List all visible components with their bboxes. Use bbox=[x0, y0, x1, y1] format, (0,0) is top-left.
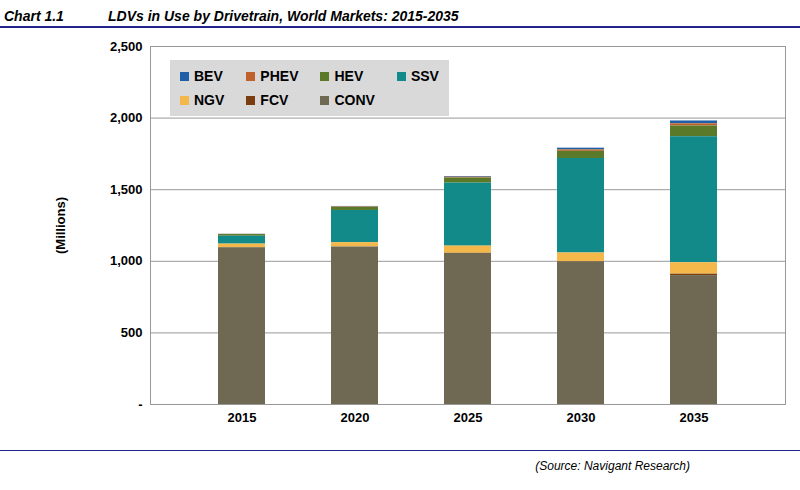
html-text:CONV: CONV bbox=[334, 92, 375, 108]
html-text:(Source: Navigant Research): (Source: Navigant Research) bbox=[535, 459, 690, 473]
svg-text:1,000: 1,000 bbox=[110, 253, 143, 268]
svg-text:-: - bbox=[138, 397, 142, 412]
html-text:SSV: SSV bbox=[410, 68, 439, 84]
svg-text:2025: 2025 bbox=[454, 410, 483, 425]
svg-text:(Millions): (Millions) bbox=[53, 197, 68, 254]
html-text:PHEV: PHEV bbox=[260, 68, 299, 84]
svg-text:2035: 2035 bbox=[680, 410, 709, 425]
svg-text:2020: 2020 bbox=[341, 410, 370, 425]
html-text:BEV: BEV bbox=[194, 68, 223, 84]
html-text:FCV: FCV bbox=[260, 92, 289, 108]
html-text:Chart 1.1: Chart 1.1 bbox=[4, 8, 64, 24]
html-text:NGV: NGV bbox=[194, 92, 225, 108]
svg-text:2015: 2015 bbox=[228, 410, 257, 425]
svg-text:1,500: 1,500 bbox=[110, 182, 143, 197]
svg-text:2030: 2030 bbox=[567, 410, 596, 425]
svg-text:2,500: 2,500 bbox=[110, 39, 143, 54]
svg-text:500: 500 bbox=[121, 325, 143, 340]
html-text:LDVs in Use by Drivetrain, Wor: LDVs in Use by Drivetrain, World Markets… bbox=[108, 8, 459, 24]
svg-text:2,000: 2,000 bbox=[110, 110, 143, 125]
html-text:HEV: HEV bbox=[334, 68, 364, 84]
